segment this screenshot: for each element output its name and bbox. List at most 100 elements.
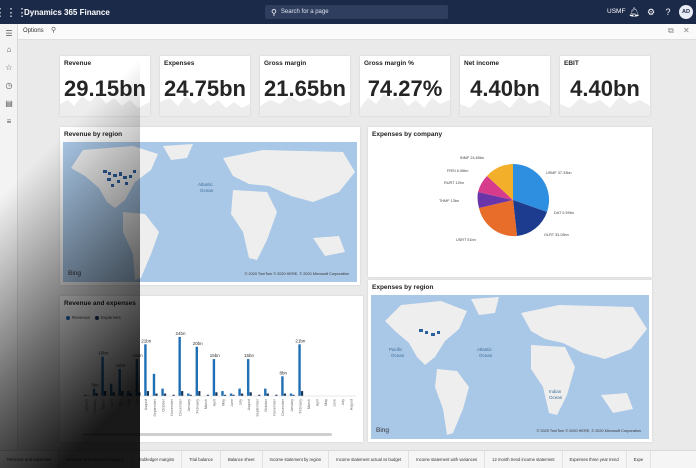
expenses-bar[interactable]	[241, 393, 244, 396]
revenue-bar[interactable]	[212, 359, 216, 396]
modules-list-icon[interactable]: ≡	[6, 117, 12, 126]
revenue-expenses-bar-chart[interactable]: January 3bn February 16bn March April 11bn May J…	[60, 318, 363, 436]
options-button[interactable]: Options	[23, 28, 44, 34]
expenses-bar[interactable]	[300, 391, 304, 396]
gear-icon[interactable]: ⚙	[646, 7, 656, 17]
revenue-bar[interactable]	[264, 388, 267, 396]
expenses-bar[interactable]	[249, 392, 252, 396]
expenses-bar[interactable]	[95, 393, 98, 396]
revenue-bar[interactable]	[109, 383, 113, 396]
revenue-and-expenses-panel[interactable]: Revenue and expenses Revenue Expenses Ja…	[60, 296, 363, 442]
workspaces-icon[interactable]: ▤	[5, 99, 13, 108]
expenses-map[interactable]: Atlantic Ocean Pacific Ocean Indian Ocea…	[371, 295, 649, 439]
pie-slice-thmf[interactable]	[477, 192, 513, 208]
revenue-bar[interactable]	[144, 344, 147, 396]
expenses-bar[interactable]	[104, 391, 107, 396]
pie-slice-usmf[interactable]	[513, 163, 550, 212]
revenue-bar[interactable]	[135, 359, 139, 396]
home-icon[interactable]: ⌂	[6, 45, 12, 54]
map-copyright[interactable]: © 2020 TomTom © 2020 HERE, © 2020 Micros…	[536, 429, 641, 433]
report-tab[interactable]: Income statement by region	[263, 451, 330, 468]
revenue-by-region-panel[interactable]: Revenue by region Atlantic	[60, 127, 360, 285]
app-title[interactable]: Dynamics 365 Finance	[24, 7, 110, 17]
expenses-bar[interactable]	[206, 394, 209, 396]
revenue-bar[interactable]	[229, 393, 233, 396]
revenue-bar[interactable]	[246, 359, 250, 396]
app-launcher-icon[interactable]: ⋮⋮⋮	[0, 6, 28, 19]
expenses-bar[interactable]	[163, 393, 167, 396]
revenue-bar[interactable]	[161, 388, 164, 396]
search-icon[interactable]: ⚲	[51, 27, 57, 34]
revenue-bar[interactable]	[187, 393, 190, 396]
report-tab[interactable]: Balance sheet	[221, 451, 263, 468]
report-tab[interactable]: Subledger margins	[132, 451, 183, 468]
revenue-bar[interactable]	[221, 391, 224, 396]
revenue-bar[interactable]	[127, 391, 130, 396]
expenses-bar[interactable]	[138, 392, 141, 396]
pie-slice-usrt[interactable]	[479, 200, 517, 237]
revenue-bar[interactable]	[281, 376, 284, 396]
kpi-card-gross-margin[interactable]: Gross margin 21.65bn	[260, 56, 350, 116]
pie-slice-glrt[interactable]	[513, 200, 547, 236]
revenue-bar[interactable]	[195, 346, 198, 396]
expenses-bar[interactable]	[258, 394, 261, 396]
pie-slice-rurt[interactable]	[478, 176, 513, 200]
company-selector[interactable]: USMF	[607, 8, 626, 15]
kpi-card-ebit[interactable]: EBIT 4.40bn	[560, 56, 650, 116]
revenue-bar[interactable]	[118, 368, 121, 396]
expenses-bar[interactable]	[283, 393, 287, 396]
hamburger-menu-icon[interactable]: ☰	[5, 29, 13, 38]
report-tab[interactable]: Expe	[627, 451, 652, 468]
recent-clock-icon[interactable]: ◷	[5, 81, 13, 90]
pie-label: THMF 13bn	[439, 199, 460, 203]
expenses-bar[interactable]	[189, 394, 192, 396]
kpi-card-expenses[interactable]: Expenses 24.75bn	[160, 56, 250, 116]
revenue-map[interactable]: Atlantic Ocean Bing © 2020 TomTom © 2020…	[63, 142, 357, 282]
revenue-bar[interactable]	[289, 393, 293, 396]
kpi-card-gross-margin-percent[interactable]: Gross margin % 74.27%	[360, 56, 450, 116]
revenue-bar[interactable]	[238, 388, 241, 396]
expenses-bar[interactable]	[215, 392, 218, 396]
revenue-bar[interactable]	[298, 344, 301, 396]
expenses-bar[interactable]	[146, 391, 150, 396]
revenue-bar[interactable]	[92, 388, 96, 396]
pie-slice-inmf[interactable]	[487, 164, 513, 200]
kpi-card-revenue[interactable]: Revenue 29.15bn	[60, 56, 150, 116]
expenses-bar[interactable]	[223, 394, 227, 396]
help-icon[interactable]: ?	[665, 7, 671, 17]
revenue-bar[interactable]	[101, 356, 104, 396]
x-tick-label: July	[238, 399, 242, 406]
expenses-bar[interactable]	[292, 394, 295, 396]
chart-scrollbar[interactable]	[82, 433, 332, 436]
expenses-bar[interactable]	[181, 391, 184, 396]
expenses-bar[interactable]	[232, 394, 235, 396]
search-box[interactable]: ⚲ Search for a page	[265, 5, 448, 19]
expenses-bar[interactable]	[172, 394, 175, 396]
close-icon[interactable]: ✕	[683, 26, 690, 35]
expenses-bar[interactable]	[129, 393, 132, 396]
bell-icon[interactable]: 🔔︎	[628, 7, 640, 17]
expenses-bar[interactable]	[112, 392, 115, 396]
expenses-bar[interactable]	[266, 393, 269, 396]
report-tab[interactable]: Trial balance	[182, 451, 221, 468]
expenses-by-region-panel[interactable]: Expenses by region Atlantic Ocean Pacifi…	[368, 280, 652, 442]
pie-chart[interactable]	[468, 155, 558, 245]
revenue-bar[interactable]	[152, 373, 156, 396]
report-tab[interactable]: Income statement with variances	[409, 451, 486, 468]
open-new-window-icon[interactable]: ⧉	[668, 26, 674, 35]
report-tab[interactable]: 12 month trend income statement	[485, 451, 563, 468]
expenses-bar[interactable]	[155, 393, 158, 396]
expenses-by-company-panel[interactable]: Expenses by company USMF 37.33bn DAT 0.5…	[368, 127, 652, 277]
expenses-bar[interactable]	[121, 391, 124, 396]
kpi-card-net-income[interactable]: Net income 4.40bn	[460, 56, 550, 116]
expenses-bar[interactable]	[198, 391, 201, 396]
report-tab[interactable]: Expenses three year trend	[563, 451, 627, 468]
revenue-bar[interactable]	[178, 336, 181, 396]
avatar[interactable]: AD	[679, 5, 693, 19]
favorites-star-icon[interactable]: ☆	[5, 63, 13, 72]
report-tab[interactable]: Income statement actual vs budget	[329, 451, 410, 468]
map-copyright[interactable]: © 2020 TomTom © 2020 HERE, © 2020 Micros…	[244, 272, 349, 276]
report-tab[interactable]: Revenue and expense margins	[59, 451, 132, 468]
expenses-bar[interactable]	[275, 394, 278, 396]
report-tab[interactable]: Revenue and expenses	[0, 451, 60, 468]
